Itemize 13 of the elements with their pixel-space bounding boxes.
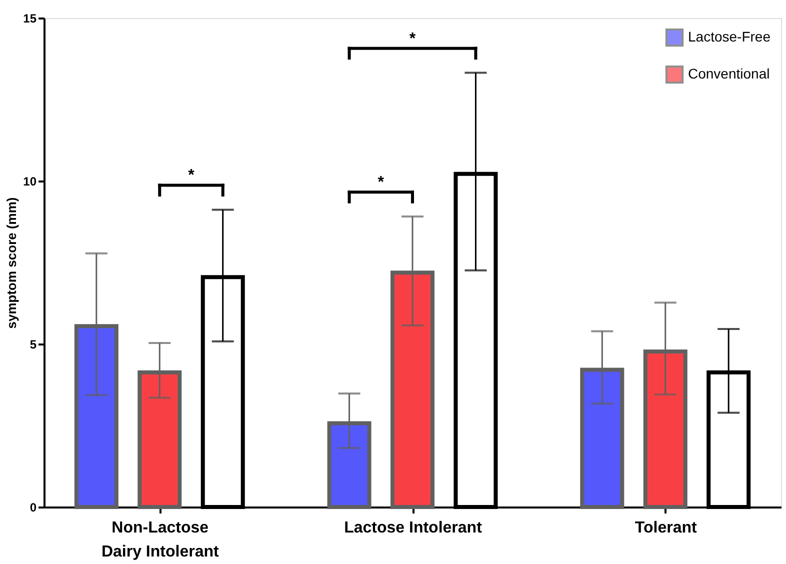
y-tick-label: 0	[30, 500, 37, 514]
annotation: *	[409, 30, 416, 48]
y-tick-label: 5	[30, 338, 37, 352]
annotation: *	[188, 167, 196, 184]
legend-label: Lactose-Free	[688, 28, 771, 44]
x-tick-label: Tolerant	[634, 520, 698, 536]
y-axis-title: symptom score (mm)	[4, 197, 20, 329]
legend-label: Conventional	[688, 66, 770, 82]
y-tick-label: 10	[23, 174, 37, 188]
x-tick-label: Non-Lactose Dairy Intolerant	[101, 520, 220, 560]
annotation: *	[378, 174, 385, 192]
y-tick-label: 15	[23, 12, 37, 26]
x-tick-label: Lactose Intolerant	[344, 520, 483, 536]
